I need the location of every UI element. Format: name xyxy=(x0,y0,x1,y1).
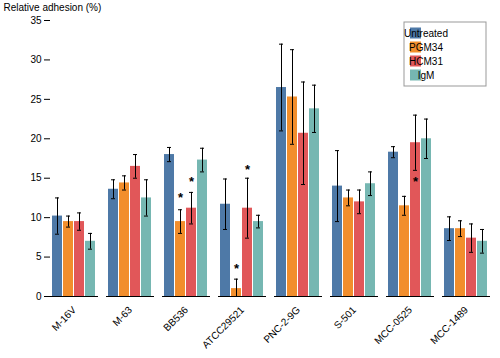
svg-text:S-501: S-501 xyxy=(332,304,359,331)
svg-text:Untreated: Untreated xyxy=(404,28,448,39)
svg-text:35: 35 xyxy=(30,15,42,26)
svg-text:BB536: BB536 xyxy=(161,304,190,333)
svg-text:MCC-1489: MCC-1489 xyxy=(428,304,470,346)
svg-text:ATCC29521: ATCC29521 xyxy=(200,304,246,350)
svg-text:M-16V: M-16V xyxy=(50,304,79,333)
svg-text:*: * xyxy=(413,174,419,189)
svg-text:*: * xyxy=(245,162,251,177)
svg-text:Relative adhesion (%): Relative adhesion (%) xyxy=(4,2,102,13)
svg-text:PNC-2-9G: PNC-2-9G xyxy=(261,304,302,345)
svg-text:M-63: M-63 xyxy=(110,304,134,328)
svg-text:30: 30 xyxy=(30,54,42,65)
svg-text:25: 25 xyxy=(30,94,42,105)
svg-text:HCM31: HCM31 xyxy=(409,56,443,67)
svg-text:*: * xyxy=(234,261,240,276)
svg-text:IgM: IgM xyxy=(418,70,435,81)
svg-text:*: * xyxy=(178,190,184,205)
svg-text:20: 20 xyxy=(30,133,42,144)
svg-text:MCC-0525: MCC-0525 xyxy=(372,304,414,346)
svg-text:0: 0 xyxy=(36,291,42,302)
svg-text:15: 15 xyxy=(30,172,42,183)
svg-text:*: * xyxy=(189,174,195,189)
svg-text:10: 10 xyxy=(30,212,42,223)
svg-text:5: 5 xyxy=(36,251,42,262)
svg-text:PGM34: PGM34 xyxy=(409,42,443,53)
